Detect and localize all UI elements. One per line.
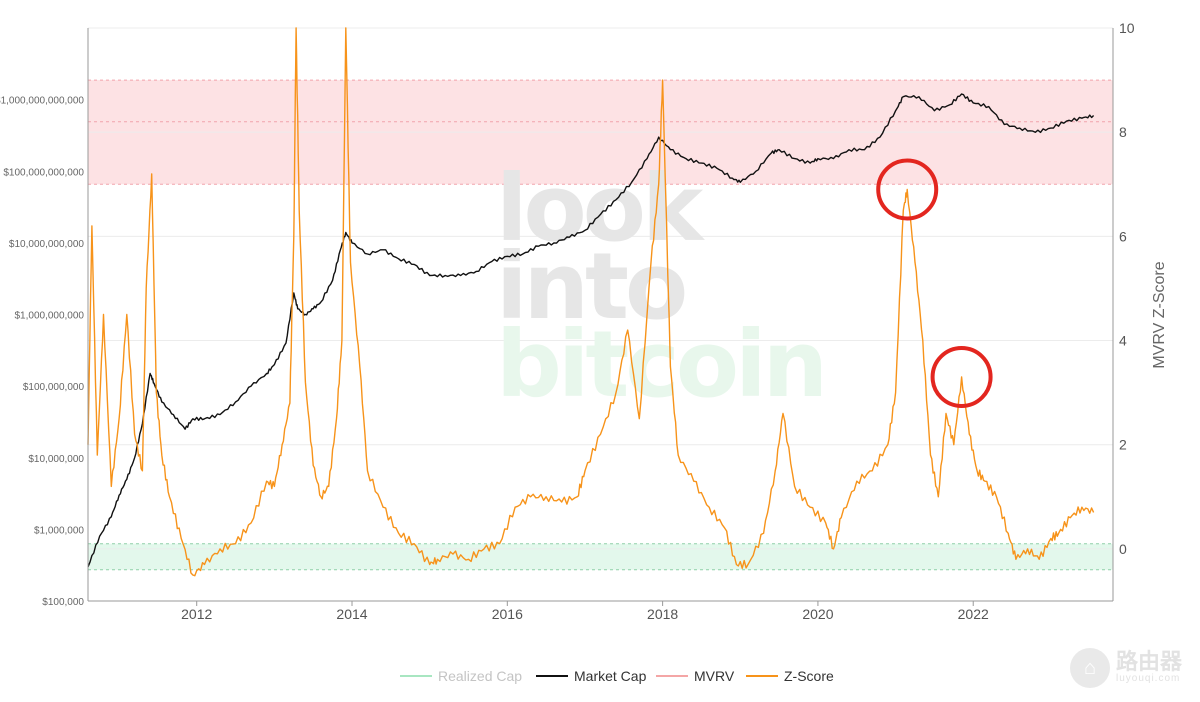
right-tick-label: 8 [1119,124,1127,140]
legend-item-realized-cap[interactable]: Realized Cap [400,668,522,684]
z-score-line [87,27,1095,577]
left-tick-label: $10,000,000 [28,454,84,465]
router-icon: ⌂ [1069,648,1110,688]
x-tick-label: 2020 [802,606,833,622]
watermark-line-bitcoin: bitcoin [496,311,824,418]
brand-url: luyouqi.com [1115,673,1181,685]
highlight-circle-2 [930,346,993,409]
legend-item-market-cap[interactable]: Market Cap [536,668,647,684]
brand-name: 路由器 [1115,650,1182,676]
left-tick-label: $100,000,000,000 [3,167,84,178]
left-tick-label: $1,000,000,000,000 [0,96,84,107]
x-tick-label: 2014 [336,606,367,622]
left-tick-label: $100,000,000 [23,382,85,393]
right-tick-label: 4 [1119,333,1127,349]
legend-label: Realized Cap [438,668,522,684]
right-tick-label: 2 [1119,437,1127,453]
left-tick-label: $1,000,000,000 [14,311,84,322]
legend[interactable]: Realized Cap Market Cap MVRV Z-Score [400,668,834,684]
brand-logo: ⌂ 路由器 luyouqi.com [1069,648,1182,688]
right-tick-label: 6 [1119,228,1127,244]
right-axis-ticks: 0 2 4 6 8 10 [1119,20,1135,557]
x-tick-label: 2018 [647,606,678,622]
left-tick-label: $1,000,000 [34,525,84,536]
left-tick-label: $100,000 [42,597,84,608]
grid-lines [88,27,1113,550]
x-axis-ticks: 2012 2014 2016 2018 2020 2022 [181,601,989,622]
highlight-circle-1 [876,158,939,221]
legend-item-z-score[interactable]: Z-Score [746,668,834,684]
legend-label: Market Cap [574,668,647,684]
green-zone-band [88,543,1113,570]
legend-label: Z-Score [784,668,834,684]
watermark: look into bitcoin [496,155,828,418]
watermark-line-look: look [496,155,705,262]
right-tick-label: 0 [1119,541,1127,557]
x-tick-label: 2022 [958,606,989,622]
series-lines [87,27,1095,577]
legend-label: MVRV [694,668,735,684]
x-tick-label: 2016 [492,606,523,622]
right-axis-title: MVRV Z-Score [1151,261,1168,368]
market-cap-line [87,93,1095,568]
right-tick-label: 10 [1119,20,1135,36]
left-axis-ticks: $100,000 $1,000,000 $10,000,000 $100,000,00… [0,96,84,608]
axes: $100,000 $1,000,000 $10,000,000 $100,000,00… [0,20,1168,622]
legend-item-mvrv[interactable]: MVRV [656,668,735,684]
left-tick-label: $10,000,000,000 [9,239,85,250]
highlight-circles [876,158,993,409]
x-tick-label: 2012 [181,606,212,622]
